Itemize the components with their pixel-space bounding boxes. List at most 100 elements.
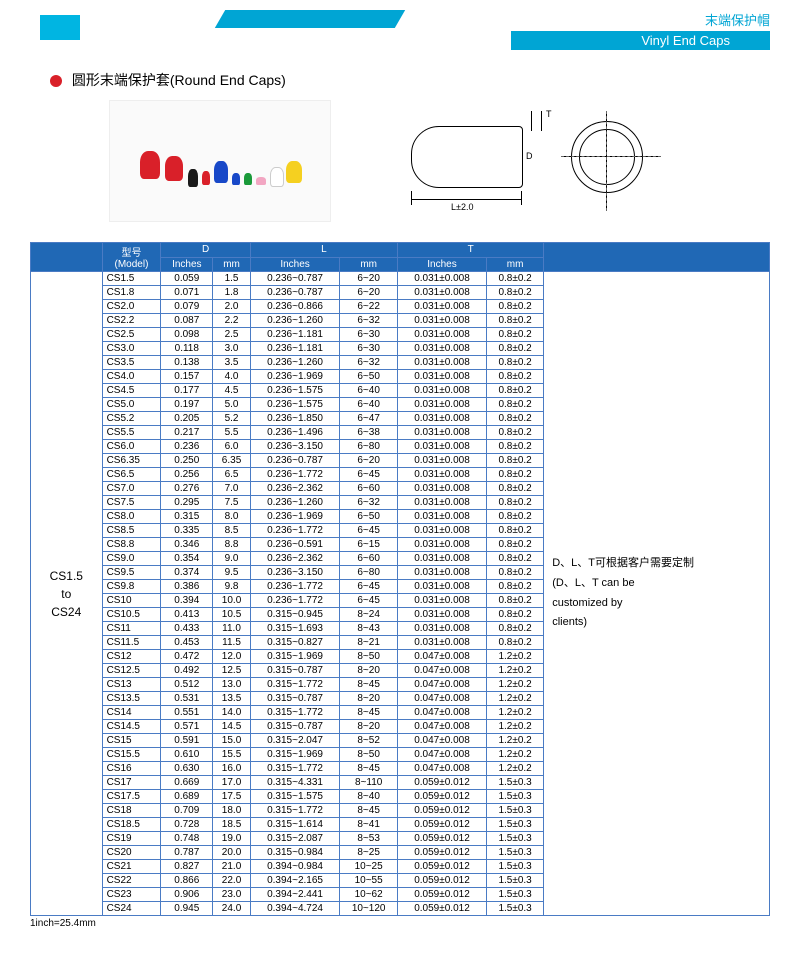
cell: 2.0 (213, 300, 251, 314)
cell: 8~21 (340, 636, 398, 650)
cell: 0.571 (161, 720, 213, 734)
diagram-top-view (571, 121, 643, 193)
cell: 0.386 (161, 580, 213, 594)
cell: CS6.5 (102, 468, 161, 482)
cell: CS17 (102, 776, 161, 790)
cell: 0.945 (161, 902, 213, 916)
cell: 0.236~1.496 (250, 426, 339, 440)
cell: 0.413 (161, 608, 213, 622)
cell: CS20 (102, 846, 161, 860)
cell: 8~20 (340, 664, 398, 678)
cell: CS23 (102, 888, 161, 902)
cell: 0.031±0.008 (398, 454, 487, 468)
cell: 0.059 (161, 272, 213, 286)
cell: CS7.5 (102, 496, 161, 510)
cell: CS5.2 (102, 412, 161, 426)
cell: 0.205 (161, 412, 213, 426)
cell: 12.5 (213, 664, 251, 678)
cell: 0.236~1.181 (250, 342, 339, 356)
cell: 0.787 (161, 846, 213, 860)
cell: 8~41 (340, 818, 398, 832)
cell: 0.315~1.772 (250, 706, 339, 720)
cell: CS5.0 (102, 398, 161, 412)
cell: 1.2±0.2 (486, 748, 543, 762)
cell: 8~45 (340, 706, 398, 720)
header-title-cn: 末端保护帽 (511, 10, 770, 29)
cell: 0.8±0.2 (486, 636, 543, 650)
cell: 1.5±0.3 (486, 902, 543, 916)
cell: 8~20 (340, 692, 398, 706)
cell: 0.047±0.008 (398, 706, 487, 720)
cell: CS19 (102, 832, 161, 846)
cell: 0.236~1.969 (250, 510, 339, 524)
cell: CS11.5 (102, 636, 161, 650)
cell: 6~32 (340, 496, 398, 510)
cell: 0.315~1.614 (250, 818, 339, 832)
range-cell: CS1.5toCS24 (31, 272, 103, 916)
cell: 0.031±0.008 (398, 356, 487, 370)
cell: 0.354 (161, 552, 213, 566)
cell: 0.8±0.2 (486, 496, 543, 510)
cell: 8~45 (340, 762, 398, 776)
th-t: T (398, 243, 544, 258)
cell: 0.059±0.012 (398, 776, 487, 790)
cell: 10~120 (340, 902, 398, 916)
cell: 0.031±0.008 (398, 594, 487, 608)
cell: 6~32 (340, 356, 398, 370)
cell: 8~43 (340, 622, 398, 636)
cell: 1.2±0.2 (486, 720, 543, 734)
cell: 0.8±0.2 (486, 286, 543, 300)
cell: 0.551 (161, 706, 213, 720)
cell: 0.059±0.012 (398, 790, 487, 804)
cell: CS5.5 (102, 426, 161, 440)
cell: 17.0 (213, 776, 251, 790)
cell: 8~50 (340, 748, 398, 762)
cell: CS1.5 (102, 272, 161, 286)
cell: CS9.8 (102, 580, 161, 594)
cell: 14.0 (213, 706, 251, 720)
cell: 0.8±0.2 (486, 272, 543, 286)
cell: 18.0 (213, 804, 251, 818)
cell: CS21 (102, 860, 161, 874)
cell: 0.031±0.008 (398, 580, 487, 594)
cell: 0.047±0.008 (398, 650, 487, 664)
cell: 0.8±0.2 (486, 342, 543, 356)
cell: 2.5 (213, 328, 251, 342)
cell: CS2.5 (102, 328, 161, 342)
cell: 10~55 (340, 874, 398, 888)
th-l-in: Inches (250, 257, 339, 272)
cell: 0.472 (161, 650, 213, 664)
cell: 5.2 (213, 412, 251, 426)
cell: 0.236~0.787 (250, 272, 339, 286)
cell: CS18.5 (102, 818, 161, 832)
cap-icon (244, 173, 252, 185)
cell: 0.866 (161, 874, 213, 888)
cell: 6~47 (340, 412, 398, 426)
cell: 6~38 (340, 426, 398, 440)
cell: 0.031±0.008 (398, 286, 487, 300)
cell: 20.0 (213, 846, 251, 860)
cell: 5.0 (213, 398, 251, 412)
cell: 6~30 (340, 342, 398, 356)
cell: 0.236~1.772 (250, 468, 339, 482)
spec-table-head: 型号 (Model) D L T Inches mm Inches mm Inc… (31, 243, 770, 272)
cell: 0.315~0.787 (250, 664, 339, 678)
cell: 0.031±0.008 (398, 510, 487, 524)
section-title-text: 圆形末端保护套(Round End Caps) (72, 72, 286, 88)
cell: 6~32 (340, 314, 398, 328)
cell: 0.689 (161, 790, 213, 804)
cell: 1.5±0.3 (486, 790, 543, 804)
dimension-diagram: L±2.0 D T (391, 101, 691, 221)
cell: 0.315~0.787 (250, 720, 339, 734)
cell: 0.709 (161, 804, 213, 818)
cell: 0.374 (161, 566, 213, 580)
cell: 0.217 (161, 426, 213, 440)
th-d-mm: mm (213, 257, 251, 272)
header-titles: 末端保护帽 Vinyl End Caps (511, 10, 770, 50)
cell: 0.315~1.693 (250, 622, 339, 636)
cell: 0.256 (161, 468, 213, 482)
cell: 0.236~1.772 (250, 594, 339, 608)
product-photo (109, 100, 331, 222)
cell: 8.0 (213, 510, 251, 524)
cell: 0.8±0.2 (486, 524, 543, 538)
